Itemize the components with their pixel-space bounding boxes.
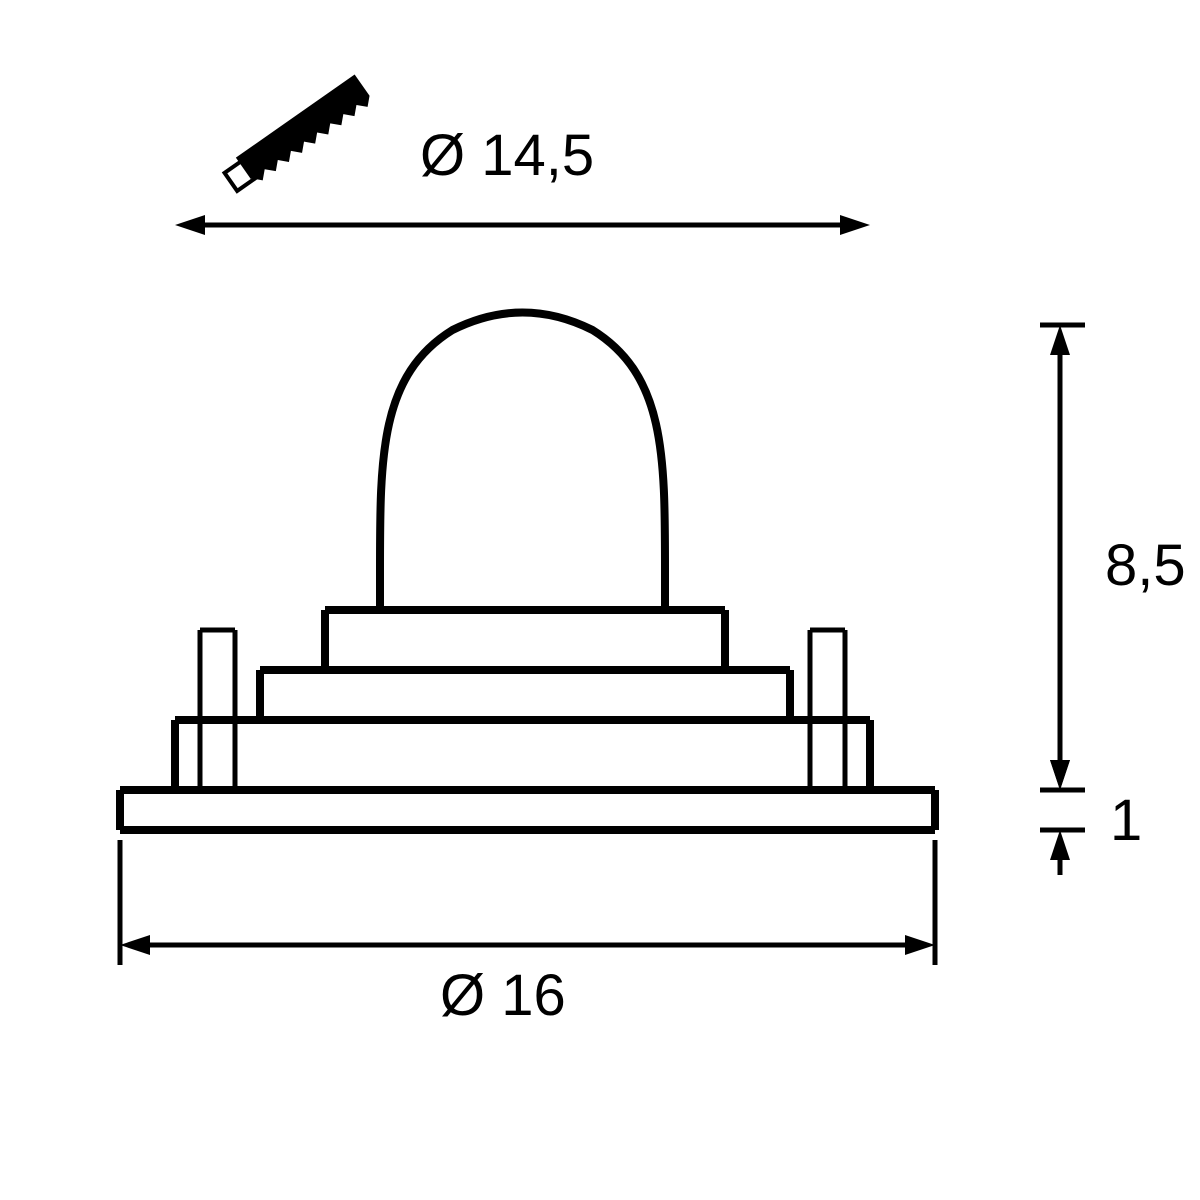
hole-saw-icon — [221, 74, 374, 195]
spring-clips — [200, 630, 845, 790]
label-flange-thickness: 1 — [1110, 788, 1142, 853]
label-height: 8,5 — [1105, 533, 1186, 598]
label-outer-diameter: Ø 16 — [440, 963, 566, 1028]
dimension-outer-diameter — [120, 840, 935, 965]
dimension-cutout-diameter — [175, 215, 870, 235]
technical-drawing: Ø 14,5 Ø 16 8,5 1 — [0, 0, 1200, 1200]
dimension-flange-thickness — [1040, 745, 1085, 875]
label-cutout-diameter: Ø 14,5 — [420, 123, 594, 188]
dimension-height — [1040, 325, 1085, 790]
fixture-outline — [120, 313, 935, 831]
